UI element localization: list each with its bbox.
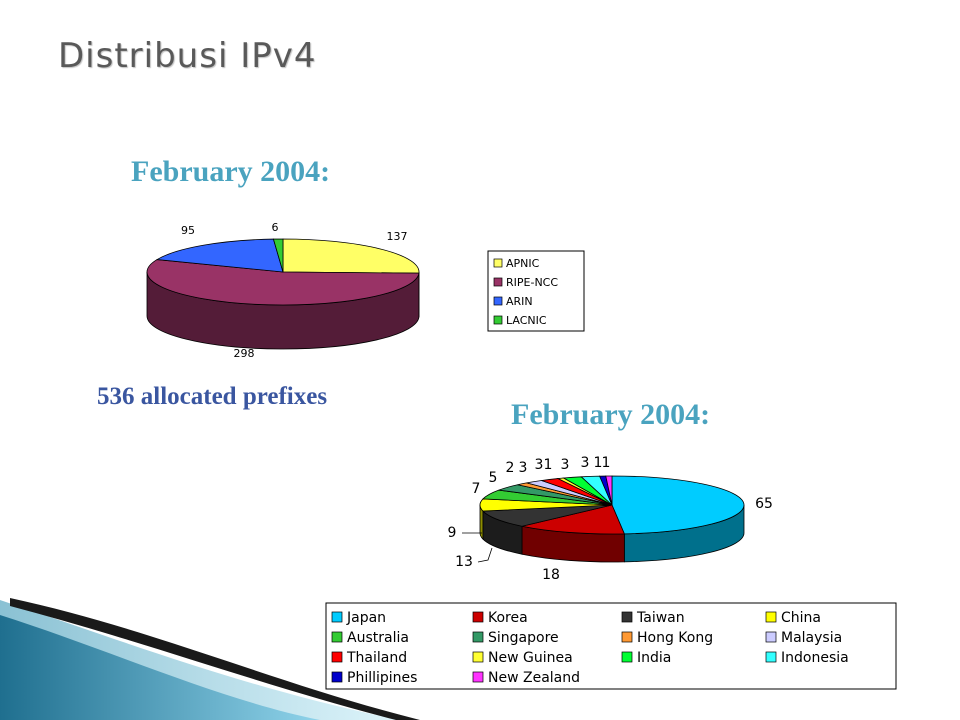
pie-slice-lacnic [272, 238, 284, 273]
allocated-prefixes-caption: 536 allocated prefixes [97, 383, 328, 410]
data-label-hong-kong: 2 [506, 460, 515, 476]
legend-swatch-hong-kong [621, 631, 633, 643]
legend-swatch-japan [331, 611, 343, 623]
legend-swatch-lacnic [493, 315, 503, 325]
data-label-korea: 18 [542, 567, 560, 583]
data-label-apnic: 137 [387, 230, 408, 243]
legend-label-malaysia: Malaysia [781, 630, 842, 646]
legend-label-singapore: Singapore [488, 630, 559, 646]
legend-label-thailand: Thailand [346, 650, 407, 666]
legend-label-taiwan: Taiwan [636, 610, 685, 626]
legend-swatch-malaysia [765, 631, 777, 643]
legend-swatch-korea [472, 611, 484, 623]
slide-title: Distribusi IPv4 [58, 36, 317, 76]
data-label-new-zealand: 1 [602, 455, 611, 471]
legend-label-phillipines: Phillipines [347, 670, 417, 686]
pie-chart-rir: 137 298 95 6 [146, 221, 420, 360]
legend-label-ripe-ncc: RIPE-NCC [506, 276, 558, 289]
legend-label-lacnic: LACNIC [506, 314, 547, 327]
legend-swatch-new-guinea [472, 651, 484, 663]
legend-swatch-china [765, 611, 777, 623]
legend-label-new-guinea: New Guinea [488, 650, 573, 666]
legend-swatch-ripe-ncc [493, 277, 503, 287]
legend-label-apnic: APNIC [506, 257, 540, 270]
data-label-arin: 95 [181, 224, 195, 237]
legend-box [325, 602, 897, 690]
legend-swatch-indonesia [765, 651, 777, 663]
pie-slice-ripe-ncc [146, 259, 420, 306]
legend-swatch-india [621, 651, 633, 663]
data-label-india: 3 [561, 457, 570, 473]
data-label-malaysia: 3 [519, 460, 528, 476]
legend-label-japan: Japan [346, 610, 386, 626]
data-label-ripe-ncc: 298 [234, 347, 255, 360]
data-label-thailand: 3 [535, 457, 544, 473]
legend-label-hong-kong: Hong Kong [637, 630, 713, 646]
legend-label-china: China [781, 610, 821, 626]
legend-swatch-singapore [472, 631, 484, 643]
legend-swatch-new-zealand [472, 671, 484, 683]
chart1-heading: February 2004: [131, 155, 331, 188]
pie-slice-apnic [282, 238, 420, 274]
data-label-australia: 7 [472, 481, 481, 497]
data-label-taiwan: 13 [455, 554, 473, 570]
pie-side-walls [479, 504, 745, 563]
pie-slice-new-zealand [605, 475, 613, 506]
legend-label-indonesia: Indonesia [781, 650, 849, 666]
legend-box [487, 250, 585, 332]
legend-swatch-apnic [493, 258, 503, 268]
legend-label-australia: Australia [347, 630, 409, 646]
data-label-new-guinea: 1 [544, 457, 553, 473]
legend-label-india: India [637, 650, 671, 666]
leader-line [477, 547, 493, 563]
pie-top-face [146, 238, 420, 306]
decorative-swoosh [0, 598, 420, 720]
data-label-indonesia: 3 [581, 455, 590, 471]
data-label-japan: 65 [755, 496, 773, 512]
data-label-singapore: 5 [489, 470, 498, 486]
legend-countries: Japan Korea Taiwan China Australia Singapore H… [325, 602, 897, 690]
pie-top-face [479, 475, 745, 535]
legend-swatch-phillipines [331, 671, 343, 683]
legend-rir: APNIC RIPE-NCC ARIN LACNIC [487, 250, 585, 332]
legend-swatch-thailand [331, 651, 343, 663]
data-label-phillipines: 1 [594, 455, 603, 471]
legend-swatch-arin [493, 296, 503, 306]
data-label-china: 9 [448, 525, 457, 541]
legend-label-new-zealand: New Zealand [488, 670, 580, 686]
pie-slice-arin [155, 238, 284, 273]
legend-label-korea: Korea [488, 610, 528, 626]
pie-slice-japan [611, 475, 745, 535]
chart2-heading: February 2004: [511, 398, 711, 431]
legend-swatch-australia [331, 631, 343, 643]
data-label-lacnic: 6 [272, 221, 279, 234]
legend-swatch-taiwan [621, 611, 633, 623]
pie-slice-korea [521, 504, 625, 535]
legend-label-arin: ARIN [506, 295, 533, 308]
